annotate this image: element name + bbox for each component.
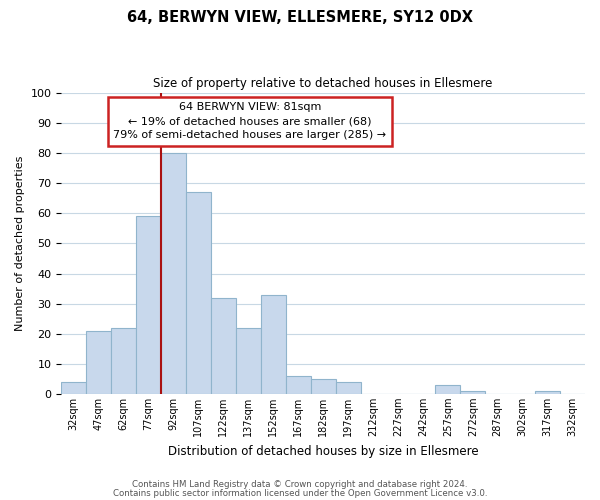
X-axis label: Distribution of detached houses by size in Ellesmere: Distribution of detached houses by size … bbox=[168, 444, 478, 458]
Text: 64, BERWYN VIEW, ELLESMERE, SY12 0DX: 64, BERWYN VIEW, ELLESMERE, SY12 0DX bbox=[127, 10, 473, 25]
Bar bbox=[436, 385, 460, 394]
Title: Size of property relative to detached houses in Ellesmere: Size of property relative to detached ho… bbox=[154, 78, 493, 90]
Bar bbox=[86, 330, 111, 394]
Bar bbox=[61, 382, 86, 394]
Bar bbox=[161, 153, 186, 394]
Bar bbox=[236, 328, 261, 394]
Text: Contains public sector information licensed under the Open Government Licence v3: Contains public sector information licen… bbox=[113, 488, 487, 498]
Bar bbox=[460, 391, 485, 394]
Bar bbox=[311, 379, 335, 394]
Bar bbox=[186, 192, 211, 394]
Bar bbox=[335, 382, 361, 394]
Bar bbox=[111, 328, 136, 394]
Text: Contains HM Land Registry data © Crown copyright and database right 2024.: Contains HM Land Registry data © Crown c… bbox=[132, 480, 468, 489]
Bar bbox=[136, 216, 161, 394]
Bar bbox=[261, 294, 286, 394]
Text: 64 BERWYN VIEW: 81sqm
← 19% of detached houses are smaller (68)
79% of semi-deta: 64 BERWYN VIEW: 81sqm ← 19% of detached … bbox=[113, 102, 386, 140]
Bar bbox=[535, 391, 560, 394]
Y-axis label: Number of detached properties: Number of detached properties bbox=[15, 156, 25, 331]
Bar bbox=[286, 376, 311, 394]
Bar bbox=[211, 298, 236, 394]
